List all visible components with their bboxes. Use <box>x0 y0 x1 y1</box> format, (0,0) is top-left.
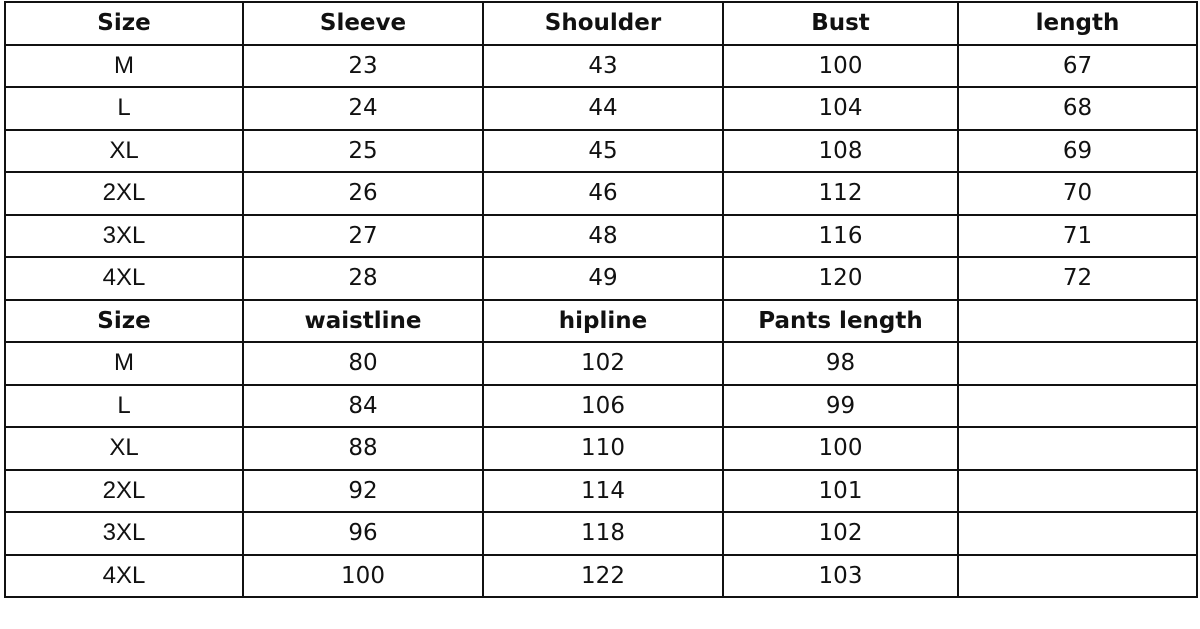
value-cell: 27 <box>242 213 484 258</box>
value-cell: 103 <box>722 553 959 598</box>
value-cell: 92 <box>242 468 484 513</box>
table-row: 3XL 27 48 116 71 <box>4 213 1198 258</box>
table-row: 2XL 92 114 101 <box>4 468 1198 513</box>
size-chart-table: Size Sleeve Shoulder Bust length M 23 43 100 67 L 2… <box>4 1 1198 598</box>
value-cell: 100 <box>722 426 959 471</box>
column-header: length <box>957 1 1198 46</box>
value-cell: 100 <box>722 43 959 88</box>
size-cell: 3XL <box>4 511 244 556</box>
value-cell: 96 <box>242 511 484 556</box>
table-row: XL 88 110 100 <box>4 426 1198 471</box>
size-cell: M <box>4 43 244 88</box>
value-cell: 70 <box>957 171 1198 216</box>
value-cell: 102 <box>722 511 959 556</box>
column-header: Size <box>4 1 244 46</box>
value-cell <box>957 341 1198 386</box>
table-row: L 84 106 99 <box>4 383 1198 428</box>
value-cell: 108 <box>722 128 959 173</box>
table-row: 4XL 100 122 103 <box>4 553 1198 598</box>
table-row: 2XL 26 46 112 70 <box>4 171 1198 216</box>
value-cell: 84 <box>242 383 484 428</box>
value-cell: 68 <box>957 86 1198 131</box>
value-cell: 71 <box>957 213 1198 258</box>
value-cell: 120 <box>722 256 959 301</box>
size-cell: 2XL <box>4 171 244 216</box>
value-cell <box>957 511 1198 556</box>
value-cell: 88 <box>242 426 484 471</box>
top-table-header-row: Size Sleeve Shoulder Bust length <box>4 1 1198 46</box>
value-cell: 72 <box>957 256 1198 301</box>
table-row: 3XL 96 118 102 <box>4 511 1198 556</box>
table-row: M 23 43 100 67 <box>4 43 1198 88</box>
table-row: M 80 102 98 <box>4 341 1198 386</box>
column-header: Size <box>4 298 244 343</box>
value-cell: 80 <box>242 341 484 386</box>
column-header: waistline <box>242 298 484 343</box>
value-cell: 26 <box>242 171 484 216</box>
value-cell: 45 <box>482 128 724 173</box>
value-cell: 44 <box>482 86 724 131</box>
size-cell: M <box>4 341 244 386</box>
value-cell <box>957 426 1198 471</box>
column-header: Sleeve <box>242 1 484 46</box>
value-cell <box>957 468 1198 513</box>
value-cell: 118 <box>482 511 724 556</box>
table-row: XL 25 45 108 69 <box>4 128 1198 173</box>
value-cell: 102 <box>482 341 724 386</box>
column-header: Pants length <box>722 298 959 343</box>
size-cell: 3XL <box>4 213 244 258</box>
value-cell: 46 <box>482 171 724 216</box>
value-cell: 48 <box>482 213 724 258</box>
value-cell: 104 <box>722 86 959 131</box>
value-cell: 106 <box>482 383 724 428</box>
size-cell: L <box>4 383 244 428</box>
size-cell: L <box>4 86 244 131</box>
value-cell: 110 <box>482 426 724 471</box>
size-cell: 4XL <box>4 553 244 598</box>
column-header: Shoulder <box>482 1 724 46</box>
value-cell: 116 <box>722 213 959 258</box>
value-cell: 49 <box>482 256 724 301</box>
value-cell <box>957 383 1198 428</box>
table-row: L 24 44 104 68 <box>4 86 1198 131</box>
value-cell: 100 <box>242 553 484 598</box>
size-cell: 4XL <box>4 256 244 301</box>
value-cell <box>957 553 1198 598</box>
column-header: Bust <box>722 1 959 46</box>
value-cell: 24 <box>242 86 484 131</box>
column-header: hipline <box>482 298 724 343</box>
size-cell: XL <box>4 128 244 173</box>
value-cell: 99 <box>722 383 959 428</box>
column-header <box>957 298 1198 343</box>
value-cell: 67 <box>957 43 1198 88</box>
size-cell: 2XL <box>4 468 244 513</box>
value-cell: 28 <box>242 256 484 301</box>
value-cell: 23 <box>242 43 484 88</box>
table-row: 4XL 28 49 120 72 <box>4 256 1198 301</box>
value-cell: 98 <box>722 341 959 386</box>
size-cell: XL <box>4 426 244 471</box>
value-cell: 25 <box>242 128 484 173</box>
value-cell: 43 <box>482 43 724 88</box>
bottom-table-header-row: Size waistline hipline Pants length <box>4 298 1198 343</box>
value-cell: 112 <box>722 171 959 216</box>
value-cell: 122 <box>482 553 724 598</box>
value-cell: 69 <box>957 128 1198 173</box>
value-cell: 101 <box>722 468 959 513</box>
value-cell: 114 <box>482 468 724 513</box>
